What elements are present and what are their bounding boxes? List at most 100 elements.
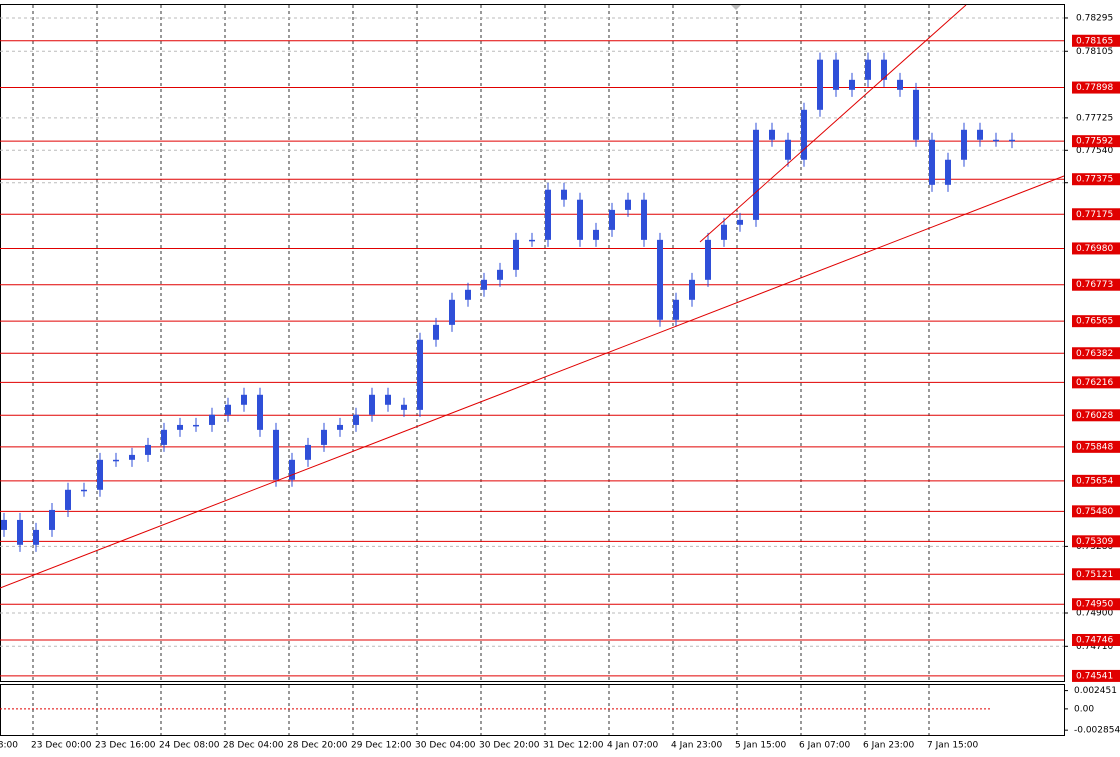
level-label-box — [1072, 474, 1120, 487]
trend-line — [0, 175, 1065, 589]
candle-body — [305, 444, 311, 460]
candle-body — [193, 424, 199, 427]
level-label-box — [1072, 505, 1120, 518]
level-label-box — [1072, 376, 1120, 389]
candle-body — [913, 89, 919, 140]
candle-body — [17, 519, 23, 545]
level-label: 0.76028 — [1076, 411, 1113, 421]
y-tick-label: 0.77540 — [1076, 146, 1113, 156]
candle-body — [865, 59, 871, 80]
candle-body — [513, 239, 519, 270]
level-label: 0.75654 — [1076, 476, 1113, 486]
x-tick-label: 6 Jan 07:00 — [799, 741, 851, 751]
candle-body — [561, 189, 567, 200]
level-label-box — [1072, 34, 1120, 47]
level-label-box — [1072, 598, 1120, 611]
main-frame — [0, 4, 1065, 682]
candle-body — [81, 489, 87, 492]
level-label-box — [1072, 81, 1120, 94]
level-label-box — [1072, 242, 1120, 255]
trend-line — [699, 4, 967, 243]
x-tick-label: 4 Jan 07:00 — [607, 741, 659, 751]
candle-body — [113, 459, 119, 462]
candle-body — [977, 129, 983, 140]
candle-body — [961, 129, 967, 160]
candle-body — [833, 59, 839, 90]
candle-body — [433, 324, 439, 340]
x-tick-label: 24 Dec 08:00 — [159, 741, 220, 751]
candle-body — [225, 404, 231, 415]
x-tick-label: 5 Jan 15:00 — [735, 741, 787, 751]
level-label: 0.74541 — [1076, 671, 1113, 681]
x-tick-label: 23 Dec 16:00 — [95, 741, 156, 751]
y-tick-label: 0.74710 — [1076, 642, 1113, 652]
candle-body — [769, 129, 775, 140]
candle-body — [129, 454, 135, 460]
candle-body — [1009, 139, 1015, 142]
level-label: 0.76382 — [1076, 349, 1113, 359]
candle-body — [881, 59, 887, 80]
candle-body — [849, 79, 855, 90]
osc-y-tick-label: 0.00 — [1074, 704, 1094, 714]
candle-body — [785, 139, 791, 160]
candle-body — [321, 429, 327, 445]
level-label: 0.77898 — [1076, 83, 1113, 93]
x-tick-label: 6 Jan 23:00 — [863, 741, 915, 751]
level-label-box — [1072, 535, 1120, 548]
level-label-box — [1072, 208, 1120, 221]
candle-body — [481, 279, 487, 290]
level-label-box — [1072, 173, 1120, 186]
y-tick-label: 0.78105 — [1076, 47, 1113, 57]
candle-body — [65, 489, 71, 510]
level-label: 0.75309 — [1076, 537, 1113, 547]
level-label: 0.77375 — [1076, 175, 1113, 185]
candle-body — [945, 159, 951, 185]
level-label: 0.74950 — [1076, 600, 1113, 610]
shift-marker — [731, 5, 741, 10]
level-label-box — [1072, 278, 1120, 291]
candle-body — [705, 239, 711, 280]
x-tick-label: 28 Dec 20:00 — [287, 741, 348, 751]
candle-body — [929, 139, 935, 185]
candle-body — [673, 299, 679, 320]
candle-body — [449, 299, 455, 325]
level-label: 0.76216 — [1076, 378, 1113, 388]
candle-body — [209, 414, 215, 425]
y-tick-label: 0.78295 — [1076, 13, 1113, 23]
x-tick-label: 08:00 — [0, 741, 18, 751]
candle-body — [529, 239, 535, 242]
level-label: 0.77175 — [1076, 210, 1113, 220]
level-label-box — [1072, 568, 1120, 581]
candle-body — [801, 109, 807, 160]
candle-body — [993, 139, 999, 142]
osc-y-tick-label: 0.002451 — [1074, 686, 1117, 696]
candle-body — [241, 394, 247, 405]
candle-body — [753, 129, 759, 220]
candle-body — [593, 229, 599, 240]
candle-body — [161, 429, 167, 445]
level-label-box — [1072, 669, 1120, 682]
level-label: 0.77592 — [1076, 137, 1113, 147]
candle-body — [465, 289, 471, 300]
x-tick-label: 28 Dec 04:00 — [223, 741, 284, 751]
candle-body — [97, 459, 103, 490]
sub-frame — [0, 684, 1065, 736]
candle-body — [145, 444, 151, 455]
candle-body — [177, 424, 183, 430]
candle-body — [497, 269, 503, 280]
x-tick-label: 30 Dec 20:00 — [479, 741, 540, 751]
candle-body — [737, 219, 743, 225]
y-tick-label: 0.74900 — [1076, 608, 1113, 618]
candle-body — [657, 239, 663, 320]
level-label: 0.75848 — [1076, 442, 1113, 452]
candle-body — [273, 429, 279, 480]
candle-body — [897, 79, 903, 90]
candle-body — [417, 339, 423, 410]
x-tick-label: 30 Dec 04:00 — [415, 741, 476, 751]
candle-body — [369, 394, 375, 415]
candle-body — [625, 199, 631, 210]
level-label-box — [1072, 633, 1120, 646]
candle-body — [49, 509, 55, 530]
